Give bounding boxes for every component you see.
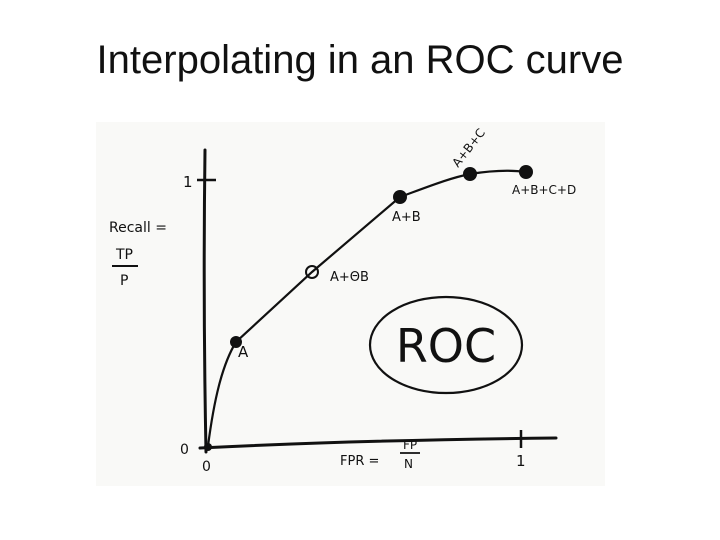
slide-title: Interpolating in an ROC curve xyxy=(96,38,624,82)
label-a-b-c-d: A+B+C+D xyxy=(512,183,576,197)
label-a-b-c: A+B+C xyxy=(449,126,488,170)
roc-curve xyxy=(206,169,528,448)
point-origin xyxy=(204,443,212,451)
x-tick-label: 1 xyxy=(516,452,526,470)
point-a xyxy=(230,336,242,348)
sketch-paper xyxy=(96,122,605,486)
roc-oval-text: ROC xyxy=(396,319,496,373)
x-axis-label: FPR = xyxy=(340,454,379,469)
point-a-theta-b xyxy=(305,265,319,279)
point-a-b-c-d xyxy=(519,165,533,179)
y-axis-label: Recall = xyxy=(109,220,167,236)
y-axis-fraction-denominator: P xyxy=(120,273,128,289)
y-axis xyxy=(202,148,208,454)
y-axis-fraction-numerator: TP xyxy=(115,247,133,263)
point-a-b xyxy=(393,190,407,204)
origin-y-label: 0 xyxy=(180,442,189,458)
point-a-b-c xyxy=(463,167,477,181)
x-axis-fraction-denominator: N xyxy=(404,457,413,471)
label-a-theta-b: A+ΘB xyxy=(330,270,369,285)
origin-x-label: 0 xyxy=(202,459,211,475)
y-tick-label: 1 xyxy=(183,173,193,191)
label-a-b: A+B xyxy=(392,210,421,225)
x-axis xyxy=(198,436,558,450)
x-axis-fraction-numerator: FP xyxy=(403,438,417,452)
label-a: A xyxy=(238,343,249,361)
roc-oval xyxy=(368,295,524,395)
